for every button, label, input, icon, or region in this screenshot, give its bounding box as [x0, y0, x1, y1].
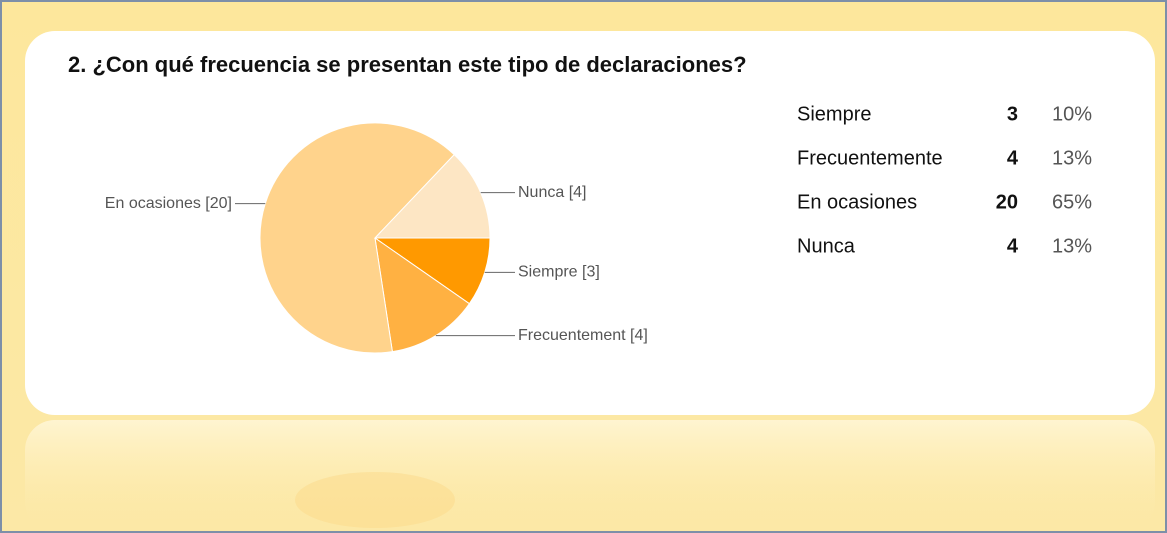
pie: Siempre [3] Frecuentement [4] En ocasiones…	[105, 122, 648, 354]
row-percent: 65%	[1052, 191, 1092, 213]
slice-label: Nunca [4]	[518, 184, 586, 201]
row-count: 4	[1007, 235, 1019, 257]
reflection	[25, 420, 1155, 533]
slice-label: En ocasiones [20]	[105, 195, 232, 212]
row-name: Nunca	[797, 235, 856, 257]
pie-slice	[373, 153, 491, 239]
summary-table: Siempre 3 10% Frecuentemente 4 13% En ocasione…	[797, 103, 1092, 257]
row-percent: 13%	[1052, 147, 1092, 169]
chart-title: 2. ¿Con qué frecuencia se presentan este…	[68, 52, 747, 77]
row-count: 20	[996, 191, 1018, 213]
pie-reflection	[295, 472, 455, 528]
row-count: 3	[1007, 103, 1018, 125]
row-percent: 10%	[1052, 103, 1092, 125]
pie-slice	[374, 236, 471, 353]
slice-label: Siempre [3]	[518, 264, 600, 281]
row-name: Frecuentemente	[797, 147, 943, 169]
row-name: Siempre	[797, 103, 871, 125]
pie-slice	[259, 122, 455, 354]
row-name: En ocasiones	[797, 191, 917, 213]
row-count: 4	[1007, 147, 1019, 169]
row-percent: 13%	[1052, 235, 1092, 257]
card	[25, 31, 1155, 415]
slice-label: Frecuentement [4]	[518, 327, 648, 344]
